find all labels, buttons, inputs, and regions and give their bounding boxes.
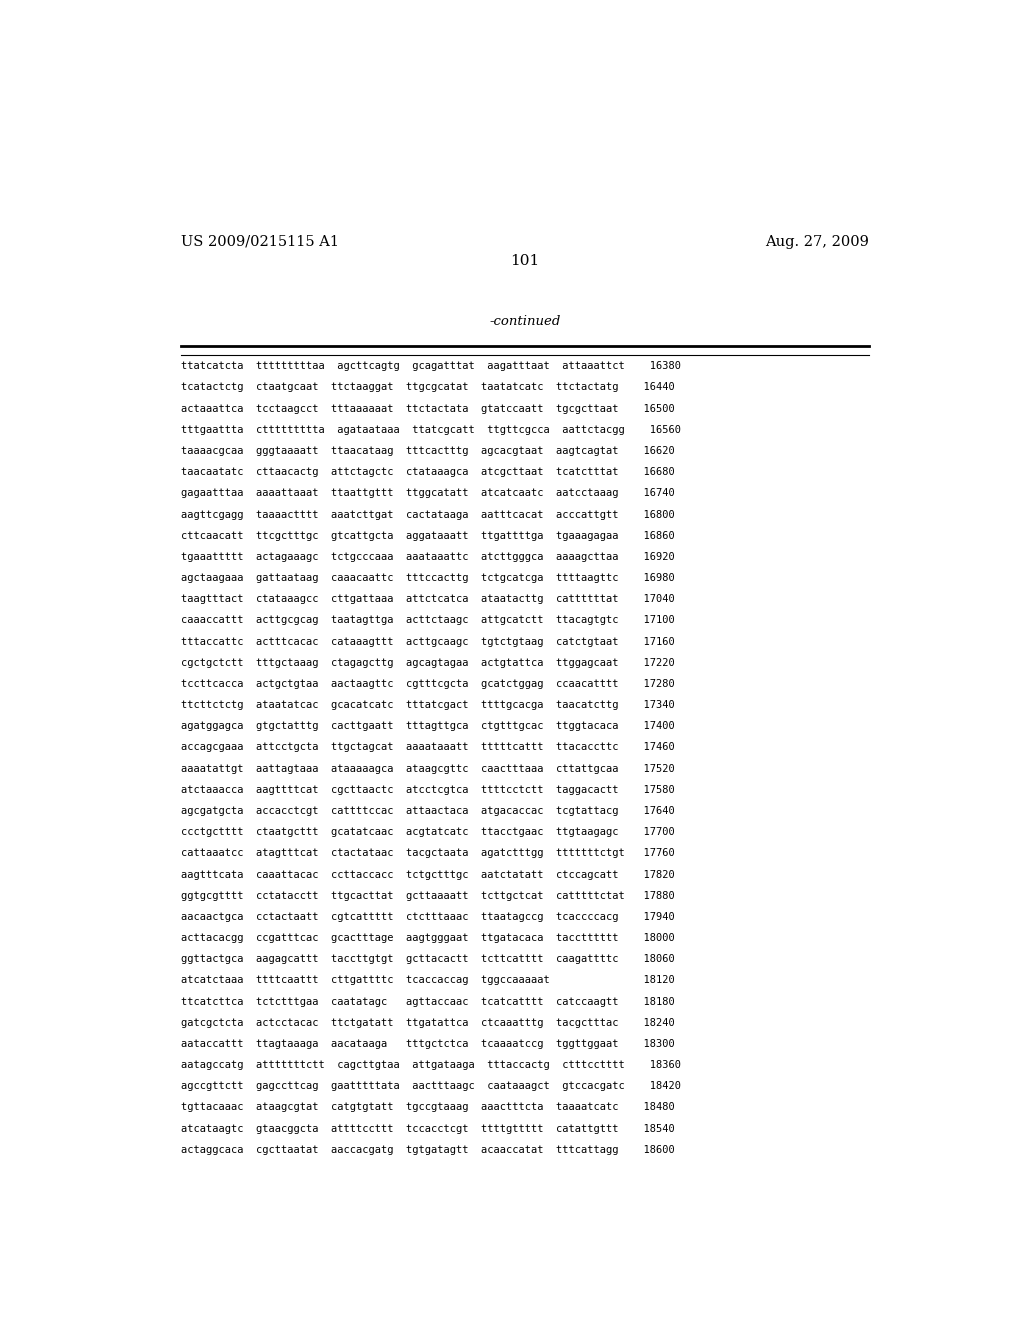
Text: gagaatttaa  aaaattaaat  ttaattgttt  ttggcatatt  atcatcaatc  aatcctaaag    16740: gagaatttaa aaaattaaat ttaattgttt ttggcat…	[180, 488, 675, 499]
Text: atcatctaaa  ttttcaattt  cttgattttc  tcaccaccag  tggccaaaaat               18120: atcatctaaa ttttcaattt cttgattttc tcaccac…	[180, 975, 675, 985]
Text: ccctgctttt  ctaatgcttt  gcatatcaac  acgtatcatc  ttacctgaac  ttgtaagagc    17700: ccctgctttt ctaatgcttt gcatatcaac acgtatc…	[180, 828, 675, 837]
Text: aaaatattgt  aattagtaaa  ataaaaagca  ataagcgttc  caactttaaa  cttattgcaa    17520: aaaatattgt aattagtaaa ataaaaagca ataagcg…	[180, 764, 675, 774]
Text: tccttcacca  actgctgtaa  aactaagttc  cgtttcgcta  gcatctggag  ccaacatttt    17280: tccttcacca actgctgtaa aactaagttc cgtttcg…	[180, 678, 675, 689]
Text: agatggagca  gtgctatttg  cacttgaatt  tttagttgca  ctgtttgcac  ttggtacaca    17400: agatggagca gtgctatttg cacttgaatt tttagtt…	[180, 721, 675, 731]
Text: aacaactgca  cctactaatt  cgtcattttt  ctctttaaac  ttaatagccg  tcaccccacg    17940: aacaactgca cctactaatt cgtcattttt ctcttta…	[180, 912, 675, 921]
Text: cgctgctctt  tttgctaaag  ctagagcttg  agcagtagaa  actgtattca  ttggagcaat    17220: cgctgctctt tttgctaaag ctagagcttg agcagta…	[180, 657, 675, 668]
Text: actaaattca  tcctaagcct  tttaaaaaat  ttctactata  gtatccaatt  tgcgcttaat    16500: actaaattca tcctaagcct tttaaaaaat ttctact…	[180, 404, 675, 413]
Text: accagcgaaa  attcctgcta  ttgctagcat  aaaataaatt  tttttcattt  ttacaccttc    17460: accagcgaaa attcctgcta ttgctagcat aaaataa…	[180, 742, 675, 752]
Text: ttatcatcta  tttttttttaa  agcttcagtg  gcagatttat  aagatttaat  attaaattct    16380: ttatcatcta tttttttttaa agcttcagtg gcagat…	[180, 362, 681, 371]
Text: -continued: -continued	[489, 315, 560, 329]
Text: 101: 101	[510, 253, 540, 268]
Text: taagtttact  ctataaagcc  cttgattaaa  attctcatca  ataatacttg  cattttttat    17040: taagtttact ctataaagcc cttgattaaa attctca…	[180, 594, 675, 605]
Text: tttgaattta  cttttttttta  agataataaa  ttatcgcatt  ttgttcgcca  aattctacgg    16560: tttgaattta cttttttttta agataataaa ttatcg…	[180, 425, 681, 434]
Text: agccgttctt  gagccttcag  gaatttttata  aactttaagc  caataaagct  gtccacgatc    18420: agccgttctt gagccttcag gaatttttata aacttt…	[180, 1081, 681, 1092]
Text: cttcaacatt  ttcgctttgc  gtcattgcta  aggataaatt  ttgattttga  tgaaagagaa    16860: cttcaacatt ttcgctttgc gtcattgcta aggataa…	[180, 531, 675, 541]
Text: taaaacgcaa  gggtaaaatt  ttaacataag  tttcactttg  agcacgtaat  aagtcagtat    16620: taaaacgcaa gggtaaaatt ttaacataag tttcact…	[180, 446, 675, 455]
Text: aagtttcata  caaattacac  ccttaccacc  tctgctttgc  aatctatatt  ctccagcatt    17820: aagtttcata caaattacac ccttaccacc tctgctt…	[180, 870, 675, 879]
Text: atcataagtc  gtaacggcta  attttccttt  tccacctcgt  ttttgttttt  catattgttt    18540: atcataagtc gtaacggcta attttccttt tccacct…	[180, 1123, 675, 1134]
Text: aagttcgagg  taaaactttt  aaatcttgat  cactataaga  aatttcacat  acccattgtt    16800: aagttcgagg taaaactttt aaatcttgat cactata…	[180, 510, 675, 520]
Text: tcatactctg  ctaatgcaat  ttctaaggat  ttgcgcatat  taatatcatc  ttctactatg    16440: tcatactctg ctaatgcaat ttctaaggat ttgcgca…	[180, 383, 675, 392]
Text: US 2009/0215115 A1: US 2009/0215115 A1	[180, 235, 339, 248]
Text: gatcgctcta  actcctacac  ttctgatatt  ttgatattca  ctcaaatttg  tacgctttac    18240: gatcgctcta actcctacac ttctgatatt ttgatat…	[180, 1018, 675, 1028]
Text: actaggcaca  cgcttaatat  aaccacgatg  tgtgatagtt  acaaccatat  tttcattagg    18600: actaggcaca cgcttaatat aaccacgatg tgtgata…	[180, 1144, 675, 1155]
Text: ggttactgca  aagagcattt  taccttgtgt  gcttacactt  tcttcatttt  caagattttc    18060: ggttactgca aagagcattt taccttgtgt gcttaca…	[180, 954, 675, 964]
Text: caaaccattt  acttgcgcag  taatagttga  acttctaagc  attgcatctt  ttacagtgtc    17100: caaaccattt acttgcgcag taatagttga acttcta…	[180, 615, 675, 626]
Text: acttacacgg  ccgatttcac  gcactttage  aagtgggaat  ttgatacaca  tacctttttt    18000: acttacacgg ccgatttcac gcactttage aagtggg…	[180, 933, 675, 942]
Text: Aug. 27, 2009: Aug. 27, 2009	[765, 235, 869, 248]
Text: ggtgcgtttt  cctatacctt  ttgcacttat  gcttaaaatt  tcttgctcat  catttttctat   17880: ggtgcgtttt cctatacctt ttgcacttat gcttaaa…	[180, 891, 675, 900]
Text: agctaagaaa  gattaataag  caaacaattc  tttccacttg  tctgcatcga  ttttaagttc    16980: agctaagaaa gattaataag caaacaattc tttccac…	[180, 573, 675, 583]
Text: tttaccattc  actttcacac  cataaagttt  acttgcaagc  tgtctgtaag  catctgtaat    17160: tttaccattc actttcacac cataaagttt acttgca…	[180, 636, 675, 647]
Text: tgttacaaac  ataagcgtat  catgtgtatt  tgccgtaaag  aaactttcta  taaaatcatc    18480: tgttacaaac ataagcgtat catgtgtatt tgccgta…	[180, 1102, 675, 1113]
Text: ttcttctctg  ataatatcac  gcacatcatc  tttatcgact  ttttgcacga  taacatcttg    17340: ttcttctctg ataatatcac gcacatcatc tttatcg…	[180, 700, 675, 710]
Text: agcgatgcta  accacctcgt  cattttccac  attaactaca  atgacaccac  tcgtattacg    17640: agcgatgcta accacctcgt cattttccac attaact…	[180, 807, 675, 816]
Text: aataccattt  ttagtaaaga  aacataaga   tttgctctca  tcaaaatccg  tggttggaat    18300: aataccattt ttagtaaaga aacataaga tttgctct…	[180, 1039, 675, 1049]
Text: atctaaacca  aagttttcat  cgcttaactc  atcctcgtca  ttttcctctt  taggacactt    17580: atctaaacca aagttttcat cgcttaactc atcctcg…	[180, 785, 675, 795]
Text: aatagccatg  atttttttctt  cagcttgtaa  attgataaga  tttaccactg  ctttcctttt    18360: aatagccatg atttttttctt cagcttgtaa attgat…	[180, 1060, 681, 1071]
Text: taacaatatc  cttaacactg  attctagctc  ctataaagca  atcgcttaat  tcatctttat    16680: taacaatatc cttaacactg attctagctc ctataaa…	[180, 467, 675, 477]
Text: tgaaattttt  actagaaagc  tctgcccaaa  aaataaattc  atcttgggca  aaaagcttaa    16920: tgaaattttt actagaaagc tctgcccaaa aaataaa…	[180, 552, 675, 562]
Text: ttcatcttca  tctctttgaa  caatatagc   agttaccaac  tcatcatttt  catccaagtt    18180: ttcatcttca tctctttgaa caatatagc agttacca…	[180, 997, 675, 1007]
Text: cattaaatcc  atagtttcat  ctactataac  tacgctaata  agatctttgg  tttttttctgt   17760: cattaaatcc atagtttcat ctactataac tacgcta…	[180, 849, 675, 858]
